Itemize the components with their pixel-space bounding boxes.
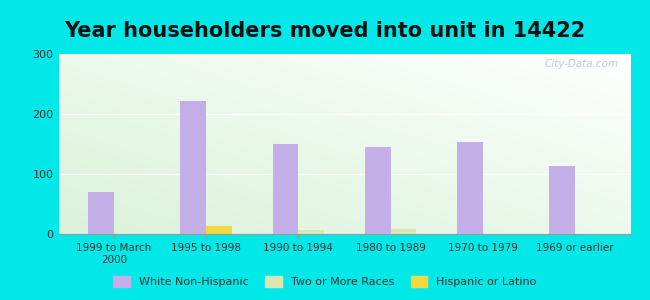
Text: City-Data.com: City-Data.com [545,59,619,69]
Bar [206,226,232,234]
Bar [391,229,417,234]
Legend: White Non-Hispanic, Two or More Races, Hispanic or Latino: White Non-Hispanic, Two or More Races, H… [109,271,541,291]
Bar [365,147,391,234]
Bar [88,192,114,234]
Bar [272,144,298,234]
Text: Year householders moved into unit in 14422: Year householders moved into unit in 144… [64,21,586,41]
Bar [298,230,324,234]
Bar [549,166,575,234]
Bar [180,101,206,234]
Bar [457,142,483,234]
